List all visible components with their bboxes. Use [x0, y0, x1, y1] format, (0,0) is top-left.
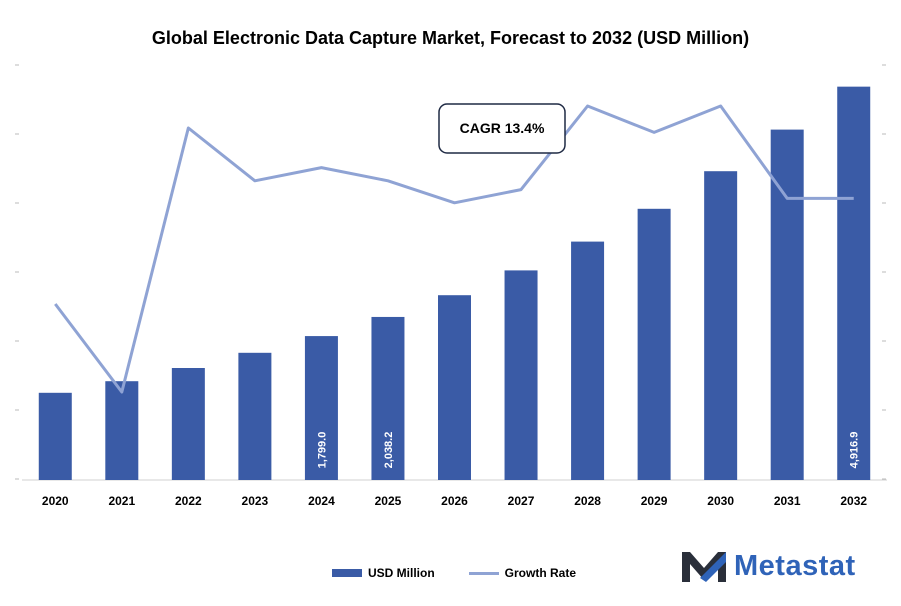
bar-2032: [837, 86, 871, 480]
bar-2022: [171, 368, 205, 480]
bar-2026: [438, 295, 471, 480]
cagr-annotation-box: [438, 103, 566, 154]
bar-2031: [770, 129, 804, 480]
data-label-2032: 4,916.9: [849, 432, 861, 469]
x-tick-label-2030: 2030: [707, 494, 734, 508]
x-tick-label-2027: 2027: [508, 494, 535, 508]
bar-2028: [571, 241, 605, 480]
growth-rate-line: [54, 104, 854, 394]
x-tick-label-2029: 2029: [641, 494, 668, 508]
bar-2023: [238, 352, 272, 480]
x-tick-label-2026: 2026: [441, 494, 468, 508]
x-tick-label-2025: 2025: [375, 494, 402, 508]
x-tick-label-2021: 2021: [108, 494, 135, 508]
legend-swatch-line: [468, 571, 499, 575]
x-tick-label-2020: 2020: [42, 494, 69, 508]
metastat-logo-text: Metastat: [734, 549, 856, 582]
bar-2024: [304, 336, 338, 480]
metastat-logo: Metastat: [680, 548, 856, 584]
bar-2030: [704, 171, 738, 480]
chart-title: Global Electronic Data Capture Market, F…: [151, 28, 750, 48]
x-tick-label-2028: 2028: [574, 494, 601, 508]
legend-swatch-bar: [332, 569, 362, 577]
data-label-2025: 2,038.2: [383, 432, 395, 469]
x-tick-label-2024: 2024: [308, 494, 335, 508]
legend-item-growth-rate: Growth Rate: [468, 566, 577, 580]
x-tick-label-2031: 2031: [774, 494, 801, 508]
legend-item-usd-million: USD Million: [332, 566, 435, 580]
x-tick-label-2032: 2032: [840, 494, 867, 508]
legend-label-usd-million: USD Million: [368, 566, 435, 580]
bar-2027: [504, 270, 538, 480]
bar-2021: [105, 381, 139, 480]
legend: USD Million Growth Rate: [332, 566, 610, 580]
x-tick-label-2022: 2022: [175, 494, 202, 508]
bar-2025: [371, 316, 405, 480]
data-label-2024: 1,799.0: [316, 432, 328, 469]
bar-2029: [637, 208, 671, 481]
metastat-logo-icon: [682, 552, 726, 582]
legend-label-growth-rate: Growth Rate: [504, 566, 577, 580]
x-tick-label-2023: 2023: [242, 494, 269, 508]
cagr-annotation-text: CAGR 13.4%: [460, 120, 545, 136]
bar-2020: [38, 392, 72, 480]
